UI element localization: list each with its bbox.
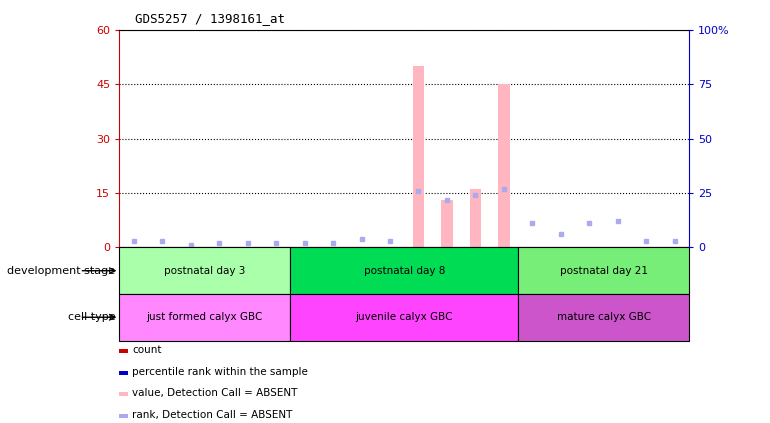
Text: postnatal day 8: postnatal day 8 — [363, 266, 445, 276]
Bar — [498, 84, 510, 247]
Text: mature calyx GBC: mature calyx GBC — [557, 312, 651, 322]
Bar — [441, 200, 453, 247]
Text: percentile rank within the sample: percentile rank within the sample — [132, 367, 308, 377]
Bar — [470, 190, 481, 247]
Bar — [119, 349, 129, 353]
Text: value, Detection Call = ABSENT: value, Detection Call = ABSENT — [132, 388, 297, 398]
Bar — [518, 247, 689, 294]
Text: count: count — [132, 346, 162, 355]
Text: juvenile calyx GBC: juvenile calyx GBC — [356, 312, 453, 322]
Bar — [119, 392, 129, 396]
Bar — [119, 414, 129, 418]
Text: cell type: cell type — [68, 312, 116, 322]
Text: GDS5257 / 1398161_at: GDS5257 / 1398161_at — [135, 12, 285, 25]
Bar — [290, 247, 518, 294]
Bar — [119, 371, 129, 375]
Bar — [119, 247, 290, 294]
Text: postnatal day 3: postnatal day 3 — [164, 266, 246, 276]
Bar — [413, 66, 424, 247]
Bar — [119, 294, 290, 341]
Text: postnatal day 21: postnatal day 21 — [560, 266, 648, 276]
Text: just formed calyx GBC: just formed calyx GBC — [146, 312, 263, 322]
Bar — [290, 294, 518, 341]
Text: rank, Detection Call = ABSENT: rank, Detection Call = ABSENT — [132, 410, 293, 420]
Text: development stage: development stage — [8, 266, 115, 276]
Bar — [518, 294, 689, 341]
